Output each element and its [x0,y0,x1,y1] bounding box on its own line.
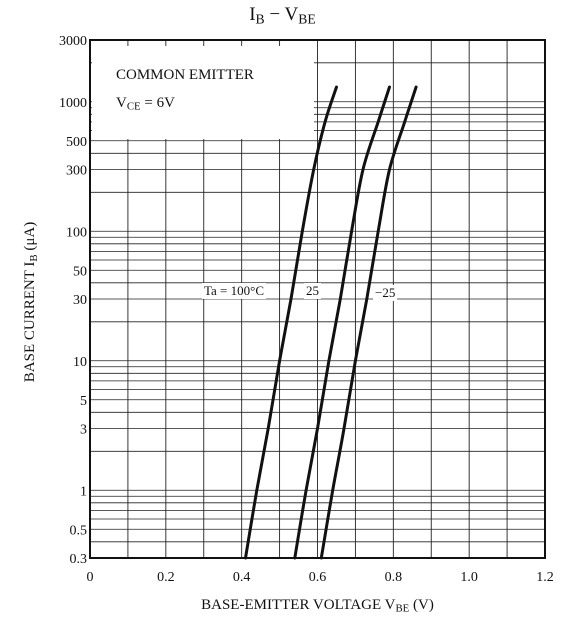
y-tick-label: 1 [80,484,87,499]
x-axis-label: BASE-EMITTER VOLTAGE VBE (V) [201,597,434,615]
series-label-25c: 25 [304,283,321,299]
x-tick-label: 1.0 [460,570,478,585]
y-tick-label: 100 [66,225,87,240]
y-tick-label: 5 [80,394,87,409]
y-tick-label: 500 [66,135,87,150]
x-tick-label: 0.6 [309,570,327,585]
series-curve-2 [319,85,418,560]
x-tick-label: 0.4 [233,570,251,585]
x-tick-label: 0 [87,570,94,585]
chart-title: IB − VBE [249,4,316,27]
y-tick-label: 3 [80,423,87,438]
y-tick-label: 0.3 [70,552,88,567]
y-tick-label: 30 [73,293,87,308]
condition-vce: VCE = 6V [116,95,175,113]
conditions-box [92,46,314,139]
series-curve-1 [293,85,391,560]
y-axis-label: BASE CURRENT IB (μA) [22,221,40,383]
x-tick-label: 0.8 [385,570,403,585]
x-tick-label: 0.2 [157,570,175,585]
x-tick-label: 1.2 [536,570,554,585]
y-tick-label: 50 [73,264,87,279]
plot-frame [89,39,546,559]
y-tick-label: 0.5 [70,523,88,538]
y-tick-label: 300 [66,164,87,179]
condition-common-emitter: COMMON EMITTER [116,67,254,83]
y-tick-label: 3000 [59,34,87,49]
series-label-minus25c: −25 [373,285,398,301]
series-curve-0 [244,85,338,560]
y-tick-label: 1000 [59,96,87,111]
series-label-100c: Ta = 100°C [202,283,267,299]
y-tick-label: 10 [73,355,87,370]
